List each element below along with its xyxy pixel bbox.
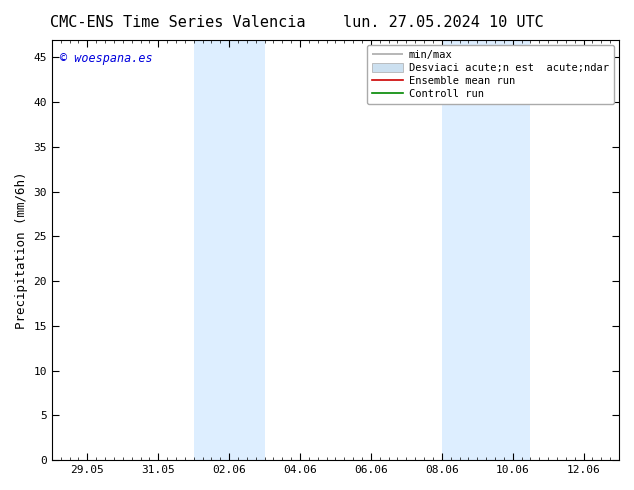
- Bar: [442, 40, 531, 460]
- Text: © woespana.es: © woespana.es: [60, 52, 153, 65]
- Y-axis label: Precipitation (mm/6h): Precipitation (mm/6h): [15, 171, 28, 329]
- Text: lun. 27.05.2024 10 UTC: lun. 27.05.2024 10 UTC: [344, 15, 544, 30]
- Text: CMC-ENS Time Series Valencia: CMC-ENS Time Series Valencia: [50, 15, 305, 30]
- Bar: [194, 40, 264, 460]
- Legend: min/max, Desviaci acute;n est  acute;ndar, Ensemble mean run, Controll run: min/max, Desviaci acute;n est acute;ndar…: [367, 45, 614, 104]
